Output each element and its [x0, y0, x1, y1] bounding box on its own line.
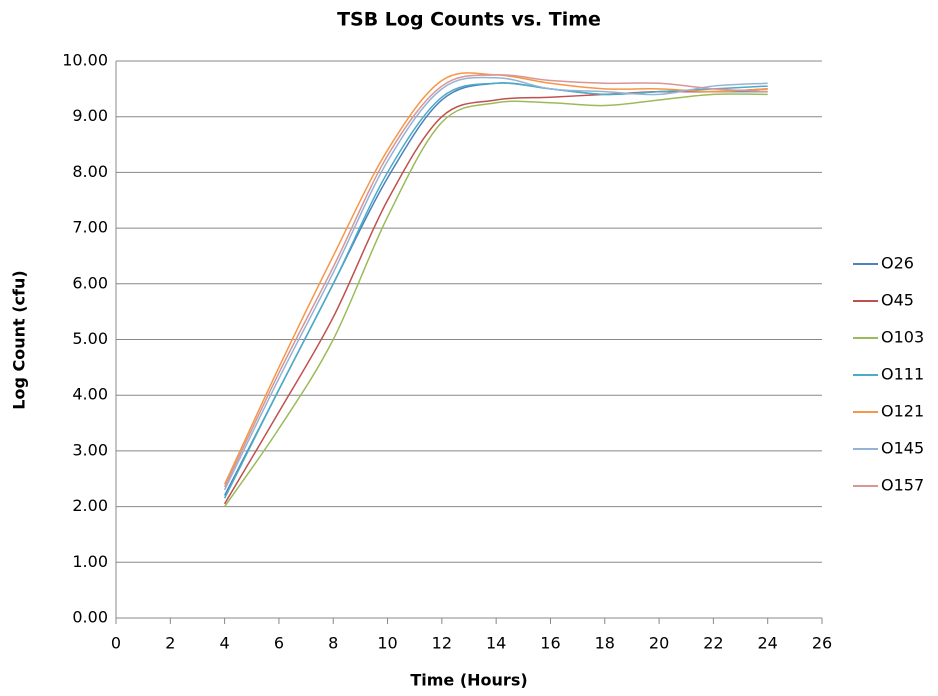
- y-tick-label: 2.00: [72, 496, 108, 515]
- y-tick-label: 9.00: [72, 106, 108, 125]
- x-tick-label: 18: [595, 634, 615, 653]
- y-tick-label: 4.00: [72, 385, 108, 404]
- legend-label: O157: [881, 476, 924, 495]
- legend-label: O103: [881, 328, 924, 347]
- x-tick-label: 20: [649, 634, 669, 653]
- series-line: [223, 72, 768, 485]
- x-tick-label: 26: [812, 634, 832, 653]
- x-tick-label: 22: [703, 634, 723, 653]
- x-tick-label: 6: [274, 634, 284, 653]
- y-tick-label: 8.00: [72, 162, 108, 181]
- y-tick-label: 7.00: [72, 218, 108, 237]
- x-tick-label: 2: [165, 634, 175, 653]
- series-line: [223, 88, 768, 505]
- legend-label: O111: [881, 365, 924, 384]
- y-axis-label: Log Count (cfu): [10, 270, 29, 409]
- x-tick-label: 24: [758, 634, 778, 653]
- series-line: [223, 74, 768, 488]
- x-tick-label: 16: [540, 634, 560, 653]
- series-line: [223, 76, 768, 491]
- legend-label: O26: [881, 254, 914, 273]
- series-line: [223, 82, 768, 496]
- x-tick-label: 14: [486, 634, 506, 653]
- series-line: [223, 93, 768, 508]
- legend-label: O121: [881, 402, 924, 421]
- y-tick-label: 3.00: [72, 440, 108, 459]
- x-tick-label: 10: [377, 634, 397, 653]
- legend-label: O45: [881, 291, 914, 310]
- y-tick-label: 6.00: [72, 273, 108, 292]
- x-tick-label: 4: [220, 634, 230, 653]
- legend-label: O145: [881, 439, 924, 458]
- x-tick-label: 0: [111, 634, 121, 653]
- x-tick-label: 8: [328, 634, 338, 653]
- y-tick-label: 0.00: [72, 608, 108, 627]
- y-tick-label: 5.00: [72, 329, 108, 348]
- x-axis-label: Time (Hours): [410, 671, 527, 690]
- series-line: [223, 82, 768, 499]
- y-tick-label: 1.00: [72, 552, 108, 571]
- x-tick-label: 12: [432, 634, 452, 653]
- chart-title: TSB Log Counts vs. Time: [337, 9, 601, 31]
- y-tick-label: 10.00: [62, 51, 108, 70]
